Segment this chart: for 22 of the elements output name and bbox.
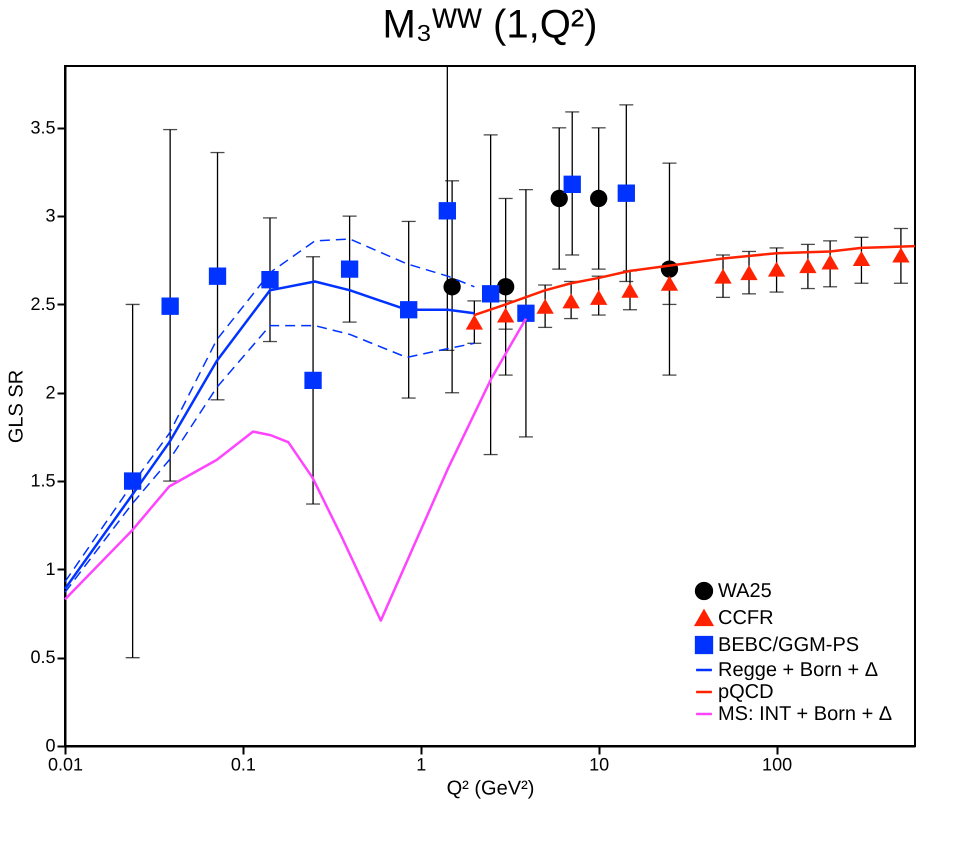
legend-label: Regge + Born + Δ (718, 659, 878, 681)
x-tick-label: 1 (416, 754, 426, 774)
x-tick-label: 0.1 (230, 754, 256, 774)
x-axis-title: Q² (GeV²) (446, 778, 534, 800)
x-tick-label: 100 (762, 754, 792, 774)
y-tick-label: 1 (45, 558, 56, 579)
y-tick-label: 2 (45, 382, 56, 402)
y-axis-title: GLS SR (5, 370, 28, 444)
chart-title: M₃ᵂᵂ (1,Q²) (382, 2, 598, 46)
y-tick-label: 3 (45, 206, 56, 226)
legend-label: BEBC/GGM-PS (718, 634, 860, 656)
y-tick-label: 2.5 (30, 294, 56, 314)
legend-label: WA25 (718, 580, 772, 602)
legend-label: CCFR (718, 607, 774, 629)
x-tick-label: 10 (589, 754, 610, 774)
y-tick-label: 0 (45, 736, 56, 756)
x-tick-label: 0.01 (48, 754, 84, 774)
y-tick-label: 3.5 (30, 117, 56, 138)
y-tick-label: 0.5 (30, 647, 56, 668)
legend-label: MS: INT + Born + Δ (718, 703, 892, 725)
y-tick-label: 1.5 (30, 470, 56, 491)
legend-label: pQCD (718, 681, 774, 703)
